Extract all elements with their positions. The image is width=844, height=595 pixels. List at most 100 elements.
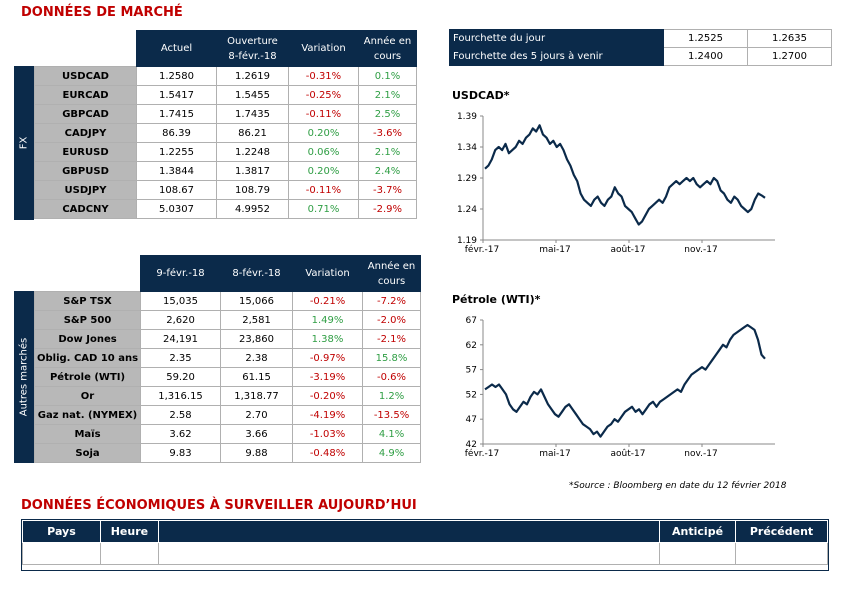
fx-ytd-value: -2.9% [358,199,417,219]
fx-current-value: 86.39 [136,123,217,143]
usdcad-series-line [484,124,766,226]
fx-open-value: 1.3817 [216,161,289,181]
eco-cell [157,542,661,565]
other-ytd-value: 4.9% [362,443,422,463]
fx-change-value: 0.20% [288,161,359,181]
fx-row: EURUSD 1.2255 1.2248 0.06% 2.1% [34,142,417,162]
fx-row-label: CADCNY [34,199,137,219]
other-row: Oblig. CAD 10 ans 2.35 2.38 -0.97% 15.8% [33,348,422,368]
other-ytd-value: -7.2% [362,291,422,311]
range-table: Fourchette du jour 1.2525 1.2635 Fourche… [449,29,832,66]
fx-ytd-value: 2.5% [358,104,417,124]
wti-y-tick-label: 62 [466,341,477,351]
fx-open-value: 1.5455 [216,85,289,105]
fx-header-open: Ouverture 8-févr.-18 [216,30,289,67]
other-current-value: 2,620 [140,310,222,330]
other-ytd-value: 15.8% [362,348,422,368]
source-note: *Source : Bloomberg en date du 12 févrie… [569,481,787,491]
other-open-value: 9.88 [220,443,294,463]
eco-header-time: Heure [99,520,159,543]
other-change-value: 1.49% [292,310,364,330]
fx-ytd-value: 2.1% [358,85,417,105]
other-change-value: -0.21% [292,291,364,311]
other-row-label: Pétrole (WTI) [33,367,142,387]
fx-row-label: GBPUSD [34,161,137,181]
fx-ytd-value: 2.4% [358,161,417,181]
eco-header-indicator [157,520,661,543]
usdcad-y-tick-label: 1.34 [457,143,477,153]
wti-y-tick-label: 42 [466,440,477,450]
fx-open-value: 108.79 [216,180,289,200]
other-row-label: Maïs [33,424,142,444]
fx-ytd-value: 0.1% [358,66,417,86]
other-current-value: 2.35 [140,348,222,368]
fx-row: GBPCAD 1.7415 1.7435 -0.11% 2.5% [34,104,417,124]
other-ytd-value: 1.2% [362,386,422,406]
fx-row: USDCAD 1.2580 1.2619 -0.31% 0.1% [34,66,417,86]
eco-table: Pays Heure Anticipé Précédent [22,520,828,565]
other-row: Or 1,316.15 1,318.77 -0.20% 1.2% [33,386,422,406]
eco-data-title: DONNÉES ÉCONOMIQUES À SURVEILLER AUJOURD… [21,498,417,513]
wti-y-tick-label: 47 [466,415,477,425]
other-header-ytd: Année en cours [362,255,422,292]
eco-header-country: Pays [22,520,101,543]
fx-change-value: -0.11% [288,104,359,124]
other-row-label: S&P 500 [33,310,142,330]
fx-change-value: -0.31% [288,66,359,86]
fx-header-ytd: Année en cours [358,30,417,67]
usdcad-chart: 1.19 1.24 1.29 1.34 1.39 févr.-17 mai-17 août-1… [457,112,775,255]
fx-row-label: GBPCAD [34,104,137,124]
usdcad-y-tick-label: 1.39 [457,112,477,122]
other-ytd-value: -13.5% [362,405,422,425]
fx-current-value: 1.2580 [136,66,217,86]
fx-row: EURCAD 1.5417 1.5455 -0.25% 2.1% [34,85,417,105]
fx-table: Actuel Ouverture 8-févr.-18 Variation An… [34,30,417,219]
other-open-value: 2.38 [220,348,294,368]
usdcad-chart-title: USDCAD* [452,89,510,102]
fx-change-value: 0.06% [288,142,359,162]
eco-cell [99,542,159,565]
range-day-low: 1.2525 [663,29,748,48]
fx-change-value: -0.11% [288,180,359,200]
fx-change-value: 0.71% [288,199,359,219]
other-open-value: 61.15 [220,367,294,387]
other-open-value: 23,860 [220,329,294,349]
other-change-value: -0.97% [292,348,364,368]
other-current-value: 2.58 [140,405,222,425]
fx-row: CADCNY 5.0307 4.9952 0.71% -2.9% [34,199,417,219]
usdcad-y-tick-label: 1.24 [457,205,477,215]
fx-row-label: USDCAD [34,66,137,86]
usdcad-x-tick-label: févr.-17 [465,244,499,255]
other-row-label: Soja [33,443,142,463]
other-markets-table: 9-févr.-18 8-févr.-18 Variation Année en… [33,255,422,463]
other-row: Maïs 3.62 3.66 -1.03% 4.1% [33,424,422,444]
market-data-title: DONNÉES DE MARCHÉ [21,5,183,20]
fx-row-label: EURCAD [34,85,137,105]
fx-current-value: 1.5417 [136,85,217,105]
wti-x-tick-label: août-17 [611,449,646,459]
other-ytd-value: -2.0% [362,310,422,330]
eco-header-previous: Précédent [735,520,828,543]
other-row-label: Oblig. CAD 10 ans [33,348,142,368]
fx-header-change: Variation [288,30,359,67]
range-label-5days: Fourchette des 5 jours à venir [449,47,664,66]
range-label-day: Fourchette du jour [449,29,664,48]
usdcad-x-tick-label: nov.-17 [684,245,717,255]
fx-header-current: Actuel [136,30,217,67]
other-current-value: 9.83 [140,443,222,463]
other-ytd-value: -2.1% [362,329,422,349]
other-row: Soja 9.83 9.88 -0.48% 4.9% [33,443,422,463]
fx-change-value: -0.25% [288,85,359,105]
fx-current-value: 5.0307 [136,199,217,219]
other-row-label: Gaz nat. (NYMEX) [33,405,142,425]
other-current-value: 59.20 [140,367,222,387]
fx-row: GBPUSD 1.3844 1.3817 0.20% 2.4% [34,161,417,181]
fx-current-value: 1.2255 [136,142,217,162]
other-header-change: Variation [292,255,364,292]
eco-cell [735,542,828,565]
other-row-label: Or [33,386,142,406]
eco-table-frame: Pays Heure Anticipé Précédent [21,519,829,571]
other-row: Pétrole (WTI) 59.20 61.15 -3.19% -0.6% [33,367,422,387]
other-change-value: 1.38% [292,329,364,349]
other-row: S&P 500 2,620 2,581 1.49% -2.0% [33,310,422,330]
